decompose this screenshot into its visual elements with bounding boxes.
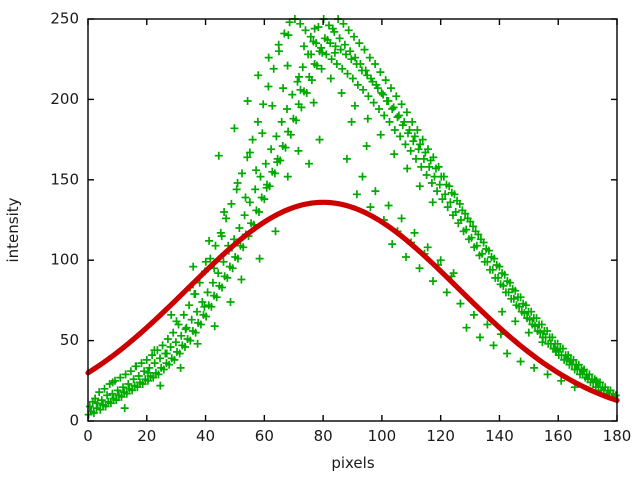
- y-tick-label: 0: [69, 412, 79, 430]
- x-tick-label: 40: [196, 427, 215, 445]
- y-axis-title: intensity: [4, 197, 22, 262]
- x-tick-label: 80: [314, 427, 333, 445]
- x-tick-label: 20: [137, 427, 156, 445]
- axis-frame: [87, 18, 618, 422]
- x-tick-label: 0: [83, 427, 93, 445]
- y-tick-label: 50: [60, 331, 79, 349]
- x-tick-label: 120: [426, 427, 455, 445]
- x-axis-title: pixels: [331, 454, 375, 472]
- y-tick-label: 100: [50, 251, 79, 269]
- fit-curve-line: [85, 199, 620, 404]
- x-tick-label: 140: [485, 427, 514, 445]
- x-tick-label: 180: [603, 427, 632, 445]
- y-tick-label: 200: [50, 90, 79, 108]
- axis-tick-labels: 0 20 40 60 80 100 120 140 160 180 0 50 100 150 200 250: [50, 10, 631, 446]
- y-tick-label: 150: [50, 170, 79, 188]
- y-tick-label: 250: [50, 10, 79, 28]
- x-tick-label: 60: [255, 427, 274, 445]
- axis-ticks: [87, 18, 618, 422]
- x-tick-label: 160: [544, 427, 573, 445]
- x-tick-label: 100: [368, 427, 397, 445]
